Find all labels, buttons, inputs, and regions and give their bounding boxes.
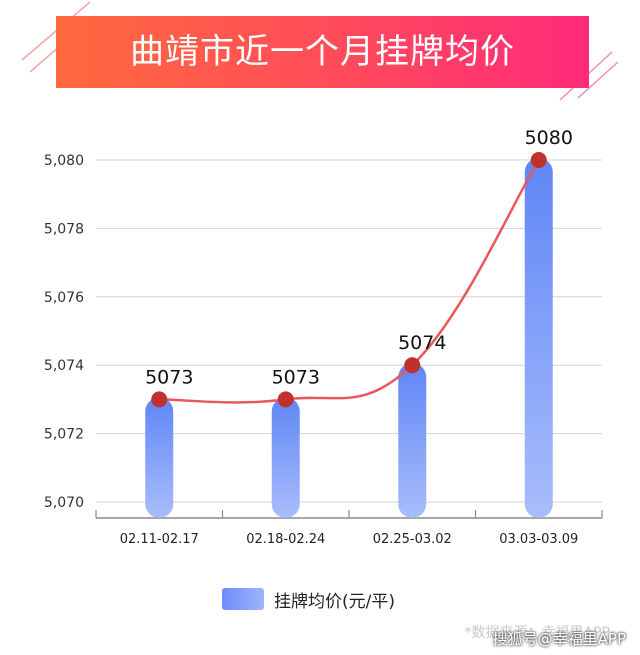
y-tick-label: 5,080 [44,153,84,169]
bar [524,158,553,518]
chart-title: 曲靖市近一个月挂牌均价 [130,32,515,72]
y-tick-label: 5,074 [44,358,84,374]
data-point [151,391,168,408]
y-tick-label: 5,070 [44,495,84,511]
data-point [404,357,421,374]
y-tick-label: 5,078 [44,221,84,237]
data-label: 5073 [145,366,193,388]
y-tick-label: 5,072 [44,427,84,443]
legend-swatch [222,588,264,610]
data-label: 5073 [272,366,320,388]
data-point [530,152,547,168]
chart-area: 5,070 5,072 5,074 5,076 5,078 5,080 02.11-02.1… [44,127,603,547]
x-tick-label: 03.03-03.09 [499,532,578,547]
bar [398,363,427,518]
data-point [277,391,294,408]
legend: 挂牌均价(元/平) [222,585,395,613]
legend-label: 挂牌均价(元/平) [274,591,395,612]
title-banner: 曲靖市近一个月挂牌均价 [0,0,640,100]
y-tick-label: 5,076 [44,290,84,306]
bar [145,397,174,518]
x-tick-label: 02.18-02.24 [246,532,325,547]
watermark: 搜狐号@幸福里APP [492,630,626,648]
title-banner-background [56,16,589,88]
data-source-note: *数据来源：幸福里APP [464,625,610,641]
bar [271,397,300,518]
x-tick-label: 02.11-02.17 [120,532,199,547]
series-line [159,159,540,404]
data-label: 5080 [525,127,573,149]
x-tick-label: 02.25-03.02 [373,532,452,547]
data-label: 5074 [398,332,446,354]
